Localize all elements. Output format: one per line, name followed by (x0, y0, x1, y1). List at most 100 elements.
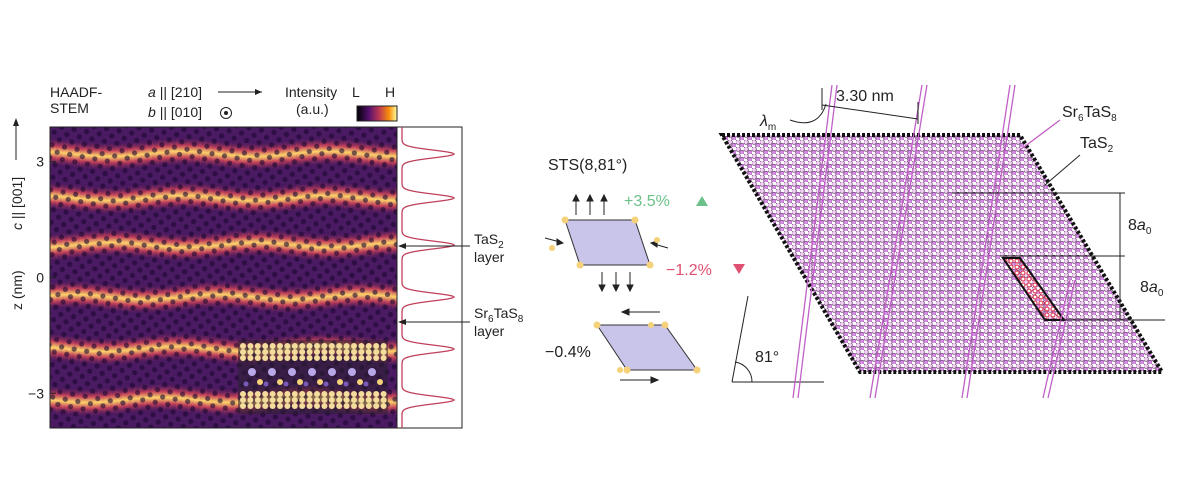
atom (247, 343, 254, 349)
lambda-label: λm (759, 113, 776, 133)
atom (348, 368, 356, 376)
atom (247, 397, 254, 403)
intensity-label: Intensity (a.u.) (285, 84, 337, 117)
y-tick-label: 3 (36, 154, 44, 170)
atom (262, 403, 269, 409)
atom (306, 397, 313, 403)
atom (269, 403, 276, 409)
decrease-marker (733, 264, 745, 274)
atom (373, 397, 380, 403)
moire-lattice (718, 133, 1166, 374)
atom (358, 397, 365, 403)
atom (269, 349, 276, 355)
b-axis-label: b || [010] (148, 104, 202, 120)
atom (336, 397, 343, 403)
atom (351, 343, 357, 349)
sr6tas8-label: Sr6TaS8 (1062, 104, 1117, 124)
atom (365, 391, 372, 397)
atom (284, 397, 291, 403)
atom (254, 397, 261, 403)
intensity-profile (401, 127, 456, 428)
atom (321, 403, 328, 409)
atom (277, 391, 283, 397)
atom (337, 379, 343, 385)
atom (328, 355, 335, 361)
atom (328, 403, 335, 409)
c-axis-label: c || [001] (9, 177, 25, 230)
atom (328, 349, 335, 355)
atom (336, 355, 343, 361)
a-arrow-head (255, 89, 262, 95)
angle-label: 81° (755, 349, 779, 366)
strain-bottom: −0.4% (545, 344, 591, 361)
atom (262, 343, 269, 349)
atom (269, 397, 276, 403)
tas2-label: TaS2 (1080, 135, 1114, 155)
atom (299, 343, 306, 349)
crystal-inset (238, 340, 388, 414)
atom (321, 355, 328, 361)
atom (254, 391, 261, 397)
atom (314, 349, 320, 355)
atom (299, 403, 306, 409)
atom (321, 349, 328, 355)
atom (365, 343, 372, 349)
atom (240, 391, 246, 397)
atom (248, 368, 256, 376)
atom (291, 355, 298, 361)
atom (358, 355, 365, 361)
atom (328, 397, 335, 403)
atom (306, 355, 313, 361)
atom (373, 403, 380, 409)
atom (336, 391, 343, 397)
atom (291, 343, 298, 349)
atom (365, 403, 372, 409)
atom (358, 343, 365, 349)
atom (343, 349, 350, 355)
atom (365, 355, 372, 361)
y-axis-label: z (nm) (9, 270, 25, 310)
atom (269, 355, 276, 361)
strain-cell-bottom (593, 308, 701, 384)
atom (284, 355, 291, 361)
atom (277, 343, 283, 349)
atom (314, 397, 320, 403)
atom (365, 349, 372, 355)
tas2-pointer-c (1044, 154, 1081, 186)
atom (314, 403, 320, 409)
atom (351, 397, 357, 403)
atom (363, 381, 369, 387)
atom (277, 355, 283, 361)
atom (323, 381, 329, 387)
atom (299, 391, 306, 397)
atom (314, 343, 320, 349)
atom (268, 368, 276, 376)
atom (365, 397, 372, 403)
atom (380, 397, 387, 403)
profile-frame (396, 126, 463, 429)
atom (299, 349, 306, 355)
sr6tas8-pointer-head (398, 319, 406, 325)
tas2-pointer-head (398, 243, 406, 249)
atom (306, 391, 313, 397)
atom (336, 403, 343, 409)
atom (254, 355, 261, 361)
atom (380, 391, 387, 397)
atom (306, 349, 313, 355)
atom (284, 343, 291, 349)
atom (240, 403, 246, 409)
atom (299, 397, 306, 403)
haadf-label: HAADF-STEM (50, 84, 102, 116)
atom (373, 391, 380, 397)
atom (321, 391, 328, 397)
atom (358, 349, 365, 355)
atom (247, 391, 254, 397)
b-symbol-dot (224, 111, 228, 115)
atom (343, 343, 350, 349)
period-dimension (821, 88, 919, 124)
strain-cell-top (544, 193, 669, 293)
atom (373, 349, 380, 355)
lambda-arrow (789, 103, 827, 124)
atom (240, 397, 246, 403)
